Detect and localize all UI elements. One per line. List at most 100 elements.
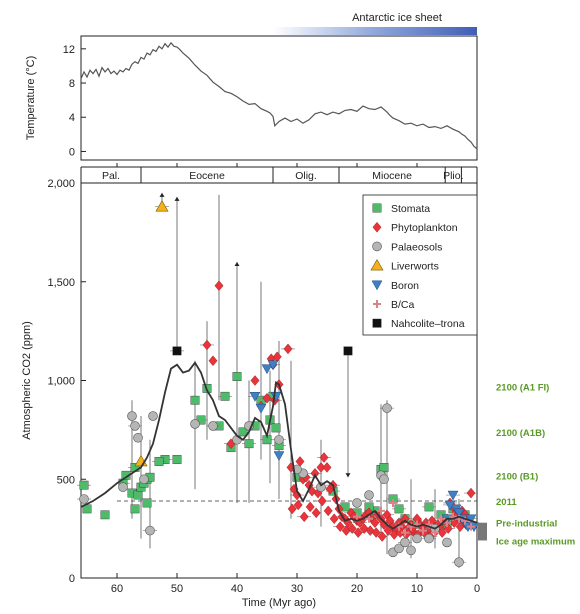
- time-x-tick-label: 50: [171, 583, 183, 595]
- point-palaeosols: [190, 419, 200, 429]
- legend-marker-nahcolite: [372, 318, 382, 328]
- point-phytoplankton: [316, 462, 326, 473]
- legend-marker-liverworts: [370, 258, 384, 271]
- temperature-y-ticks: 0 4 8 12: [63, 44, 86, 158]
- point-phytoplankton: [310, 468, 320, 479]
- point-phytoplankton: [437, 527, 447, 538]
- point-palaeosols: [133, 432, 143, 443]
- point-boron: [273, 451, 285, 462]
- point-palaeosols: [139, 474, 149, 485]
- point-phytoplankton: [202, 339, 212, 351]
- data-markers: [77, 200, 480, 568]
- legend-marker-phytoplankton: [372, 221, 382, 233]
- point-bca: [437, 514, 445, 523]
- point-palaeosols: [400, 537, 410, 548]
- point-stomata: [424, 502, 434, 512]
- point-stomata: [79, 480, 89, 490]
- point-boron: [261, 364, 273, 375]
- legend-label: Nahcolite–trona: [391, 318, 465, 330]
- point-phytoplankton: [319, 452, 329, 463]
- point-palaeosols: [442, 537, 452, 548]
- point-boron: [267, 360, 279, 371]
- point-stomata: [130, 504, 140, 514]
- temperature-panel: 0 4 8 12 Temperature (°C): [25, 35, 478, 161]
- point-phytoplankton: [353, 527, 363, 538]
- co2-axis-label: Atmospheric CO2 (ppm): [21, 321, 33, 440]
- point-bca: [389, 498, 397, 507]
- point-phytoplankton: [329, 513, 339, 525]
- co2-smooth-curve: [80, 361, 478, 530]
- legend-marker-stomata: [372, 203, 382, 213]
- point-phytoplankton: [379, 519, 389, 530]
- point-boron: [444, 500, 456, 511]
- point-bca: [467, 522, 475, 531]
- epoch-label: Miocene: [372, 170, 412, 182]
- legend-label: Liverworts: [391, 261, 439, 273]
- epoch-label: Plio.: [443, 170, 463, 182]
- error-bar-arrow: [345, 473, 351, 478]
- point-bca: [377, 506, 385, 515]
- co2-y-tick-label: 0: [69, 573, 75, 585]
- point-palaeosols: [118, 482, 128, 492]
- time-axis-label: Time (Myr ago): [242, 597, 316, 609]
- legend-label: Palaeosols: [391, 241, 442, 253]
- point-palaeosols: [79, 494, 89, 504]
- modern-range-band: [478, 522, 487, 541]
- point-phytoplankton: [322, 462, 332, 473]
- point-stomata: [142, 498, 152, 508]
- legend-marker-bca: [373, 300, 381, 308]
- epoch-label: Eocene: [189, 170, 225, 182]
- point-phytoplankton: [262, 392, 272, 404]
- point-stomata: [133, 490, 143, 500]
- point-nahcolite: [172, 346, 182, 356]
- point-palaeosols: [316, 482, 326, 492]
- point-phytoplankton: [292, 489, 302, 501]
- co2-y-tick-label: 2,000: [47, 178, 75, 190]
- temperature-plot-frame: [80, 35, 478, 161]
- point-phytoplankton: [383, 525, 393, 536]
- point-palaeosols: [274, 434, 284, 445]
- error-bar-arrow: [159, 192, 165, 197]
- point-phytoplankton: [299, 511, 309, 523]
- point-palaeosols: [424, 533, 434, 544]
- error-bar-arrow: [234, 262, 240, 266]
- point-palaeosols: [406, 545, 416, 556]
- point-palaeosols: [379, 474, 389, 485]
- point-liverworts: [155, 200, 169, 212]
- point-phytoplankton: [283, 343, 293, 355]
- point-stomata: [394, 504, 404, 514]
- point-palaeosols: [127, 411, 137, 421]
- co2-y-tick-label: 1,500: [47, 277, 75, 289]
- time-x-tick-label: 60: [111, 583, 123, 595]
- point-phytoplankton: [370, 517, 380, 529]
- point-stomata: [100, 510, 110, 520]
- co2-y-tick-label: 1,000: [47, 376, 75, 388]
- point-phytoplankton: [323, 505, 333, 517]
- point-bca: [365, 514, 373, 523]
- point-phytoplankton: [311, 507, 321, 519]
- scenario-label: 2100 (A1B): [496, 428, 545, 439]
- point-bca: [401, 528, 409, 537]
- point-boron: [453, 508, 465, 519]
- scenario-label: 2100 (A1 FI): [496, 382, 549, 393]
- co2-x-ticks: 60 50 40 30 20 10 0: [111, 573, 480, 595]
- epoch-label: Pal.: [102, 170, 120, 182]
- time-x-tick-label: 0: [474, 583, 480, 595]
- point-phytoplankton: [335, 521, 345, 532]
- temperature-y-tick-label: 4: [69, 112, 75, 124]
- scenario-label: 2011: [496, 497, 517, 508]
- legend: Stomata Phytoplankton Palaeosols Liverworts…: [362, 194, 478, 336]
- co2-y-ticks: 0 500 1,000 1,500 2,000: [47, 178, 86, 585]
- point-stomata: [190, 395, 200, 405]
- antarctic-ice-sheet-label: Antarctic ice sheet: [352, 12, 442, 24]
- time-x-tick-label: 30: [291, 583, 303, 595]
- point-palaeosols: [412, 533, 422, 544]
- point-phytoplankton: [317, 495, 327, 507]
- legend-label: Boron: [391, 280, 419, 292]
- point-stomata: [238, 427, 248, 437]
- temperature-line: [80, 41, 478, 150]
- point-nahcolite: [343, 346, 353, 356]
- temperature-y-tick-label: 0: [69, 146, 75, 158]
- time-x-tick-label: 20: [351, 583, 363, 595]
- time-x-tick-label: 10: [411, 583, 423, 595]
